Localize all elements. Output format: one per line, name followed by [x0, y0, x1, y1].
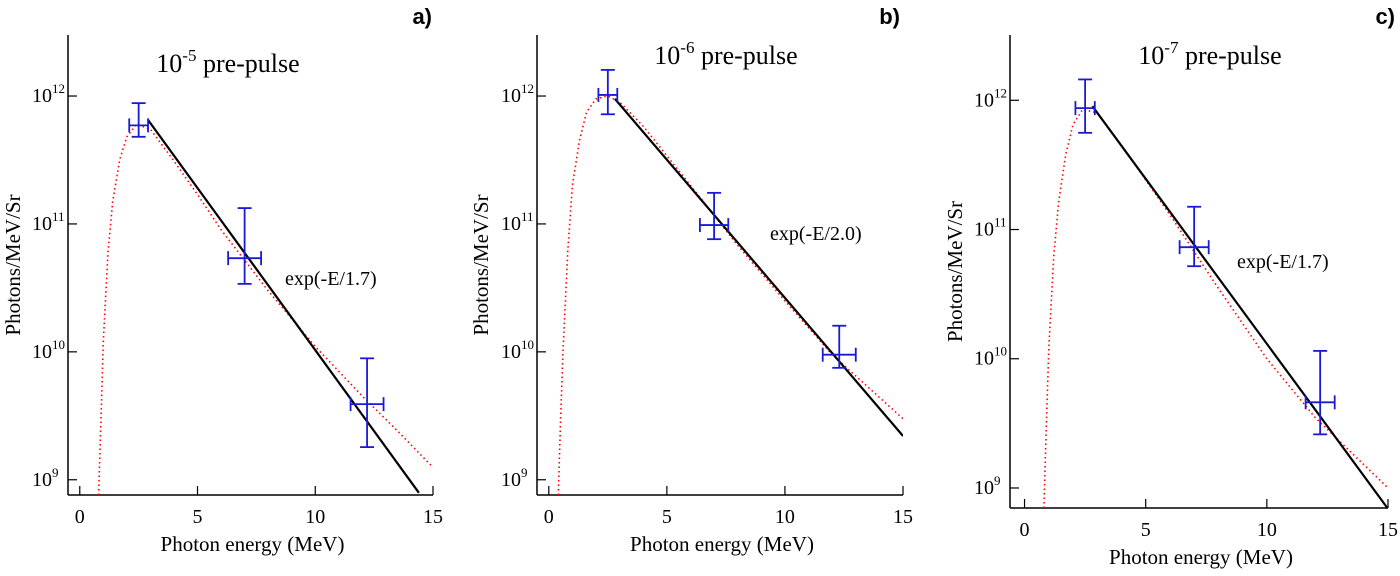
model-curve: [97, 123, 433, 495]
x-axis-label: Photon energy (MeV): [630, 532, 814, 556]
y-tick-sup: 9: [994, 473, 1001, 488]
y-tick-base: 10: [32, 341, 52, 363]
y-tick-sup: 10: [521, 337, 534, 352]
x-tick-label: 10: [1257, 519, 1277, 541]
y-tick-label: 1010: [501, 337, 534, 363]
model-curve: [1043, 108, 1388, 508]
x-tick-label: 15: [893, 506, 913, 528]
y-tick-label: 1011: [974, 215, 1007, 241]
x-tick-label: 10: [775, 506, 795, 528]
x-tick-label: 15: [1378, 519, 1398, 541]
y-tick-label: 1012: [974, 85, 1007, 111]
title-base: 10: [654, 41, 680, 70]
y-tick-sup: 11: [52, 209, 65, 224]
panel-label: a): [412, 4, 432, 29]
y-tick-base: 10: [32, 469, 52, 491]
fit-annotation: exp(-E/1.7): [285, 268, 377, 290]
y-tick-base: 10: [974, 219, 994, 241]
y-tick-sup: 9: [521, 465, 528, 480]
y-tick-sup: 12: [994, 85, 1007, 100]
y-tick-base: 10: [501, 341, 521, 363]
fit-line: [614, 98, 903, 437]
y-tick-base: 10: [501, 469, 521, 491]
x-tick-label: 5: [1141, 519, 1151, 541]
y-tick-label: 1011: [32, 209, 65, 235]
y-tick-sup: 12: [52, 81, 65, 96]
x-tick-label: 0: [75, 506, 85, 528]
y-axis-label: Photons/MeV/Sr: [943, 201, 967, 342]
y-tick-sup: 9: [52, 465, 59, 480]
y-tick-base: 10: [32, 85, 52, 107]
title-base: 10: [156, 49, 182, 78]
model-curve: [557, 95, 903, 495]
x-axis-label: Photon energy (MeV): [161, 532, 345, 556]
title-sup: -7: [1164, 38, 1179, 57]
panel-label: c): [1375, 4, 1395, 29]
panel-title: 10-5 pre-pulse: [156, 46, 299, 78]
y-tick-label: 109: [974, 473, 1001, 499]
y-tick-label: 1012: [32, 81, 65, 107]
fit-annotation: exp(-E/1.7): [1237, 251, 1329, 273]
y-tick-base: 10: [32, 213, 52, 235]
title-base: 10: [1138, 41, 1164, 70]
fit-annotation: exp(-E/2.0): [770, 223, 862, 245]
y-axis-label: Photons/MeV/Sr: [1, 194, 25, 335]
panel-title: 10-7 pre-pulse: [1138, 38, 1281, 70]
panel-label: b): [879, 4, 900, 29]
y-axis-label: Photons/MeV/Sr: [469, 194, 493, 335]
title-sup: -5: [182, 46, 196, 65]
title-text: pre-pulse: [694, 41, 797, 70]
y-tick-label: 1010: [32, 337, 65, 363]
panel-title: 10-6 pre-pulse: [654, 38, 797, 70]
x-tick-label: 10: [305, 506, 325, 528]
y-tick-base: 10: [974, 477, 994, 499]
y-tick-label: 1011: [501, 209, 534, 235]
y-tick-base: 10: [501, 85, 521, 107]
x-tick-label: 5: [193, 506, 203, 528]
fit-line: [147, 119, 420, 494]
y-tick-sup: 10: [52, 337, 65, 352]
y-tick-sup: 12: [521, 81, 534, 96]
y-tick-label: 109: [501, 465, 528, 491]
x-tick-label: 5: [662, 506, 672, 528]
title-sup: -6: [680, 38, 694, 57]
x-axis-label: Photon energy (MeV): [1109, 545, 1293, 569]
fit-line: [1091, 105, 1388, 508]
y-tick-base: 10: [501, 213, 521, 235]
y-tick-base: 10: [974, 348, 994, 370]
y-tick-label: 109: [32, 465, 59, 491]
y-tick-label: 1012: [501, 81, 534, 107]
title-text: pre-pulse: [196, 49, 299, 78]
x-tick-label: 15: [423, 506, 443, 528]
y-tick-sup: 11: [994, 215, 1007, 230]
y-tick-sup: 10: [994, 344, 1007, 359]
y-tick-base: 10: [974, 89, 994, 111]
x-tick-label: 0: [1020, 519, 1030, 541]
x-tick-label: 0: [544, 506, 554, 528]
y-tick-label: 1010: [974, 344, 1007, 370]
title-text: pre-pulse: [1178, 41, 1281, 70]
y-tick-sup: 11: [521, 209, 534, 224]
